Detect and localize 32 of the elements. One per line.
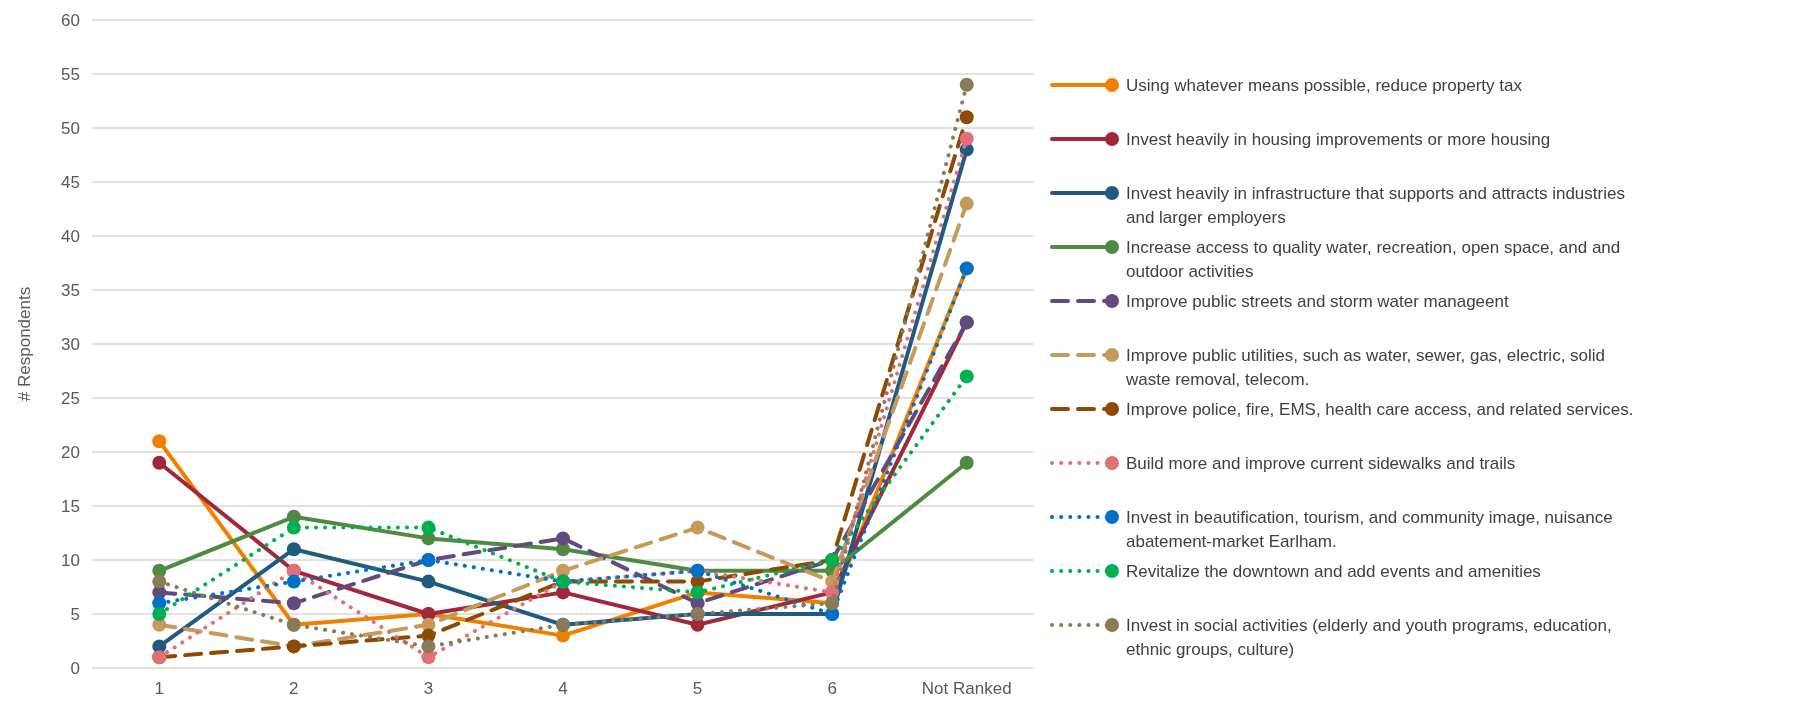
y-tick-label: 20 — [61, 442, 80, 462]
legend-label: Improve public streets and storm water manageent — [1126, 292, 1509, 311]
y-tick-label: 40 — [61, 226, 80, 246]
y-axis-title: # Respondents — [15, 286, 34, 402]
x-tick-label: 1 — [154, 679, 165, 698]
legend-label: Invest in social activities (elderly and youth programs, education, ethnic groups, culture) — [1126, 616, 1612, 659]
y-tick-label: 60 — [61, 10, 80, 30]
y-tick-label: 45 — [61, 172, 80, 192]
y-tick-label: 0 — [70, 658, 80, 678]
y-tick-label: 55 — [61, 64, 80, 84]
legend-label: Using whatever means possible, reduce property tax — [1126, 76, 1523, 95]
y-tick-label: 5 — [70, 604, 80, 624]
x-tick-label: 3 — [423, 679, 434, 698]
y-tick-label: 50 — [61, 118, 80, 138]
legend-label: Increase access to quality water, recreation, open space, and and outdoor activities — [1126, 238, 1621, 281]
x-tick-label: 5 — [692, 679, 703, 698]
legend-label: Invest heavily in housing improvements or more housing — [1126, 130, 1551, 149]
legend-label: Improve police, fire, EMS, health care access, and related services. — [1126, 400, 1634, 419]
y-tick-label: 10 — [61, 550, 80, 570]
x-tick-label: Not Ranked — [921, 679, 1012, 698]
y-tick-label: 25 — [61, 388, 80, 408]
x-tick-label: 6 — [827, 679, 837, 698]
legend-label: Revitalize the downtown and add events and amenities — [1126, 562, 1541, 581]
y-tick-label: 30 — [61, 334, 80, 354]
legend-label: Invest in beautification, tourism, and community image, nuisance abatement-market Earlham. — [1126, 508, 1613, 551]
legend-label: Build more and improve current sidewalks and trails — [1126, 454, 1516, 473]
y-tick-label: 15 — [61, 496, 80, 516]
legend-label: Improve public utilities, such as water, sewer, gas, electric, solid waste removal, telecom. — [1125, 346, 1606, 389]
x-tick-label: 2 — [289, 679, 299, 698]
y-tick-label: 35 — [61, 280, 80, 300]
legend-label: Invest heavily in infrastructure that supports and attracts industries and larger employers — [1126, 184, 1625, 227]
x-tick-label: 4 — [558, 679, 568, 698]
